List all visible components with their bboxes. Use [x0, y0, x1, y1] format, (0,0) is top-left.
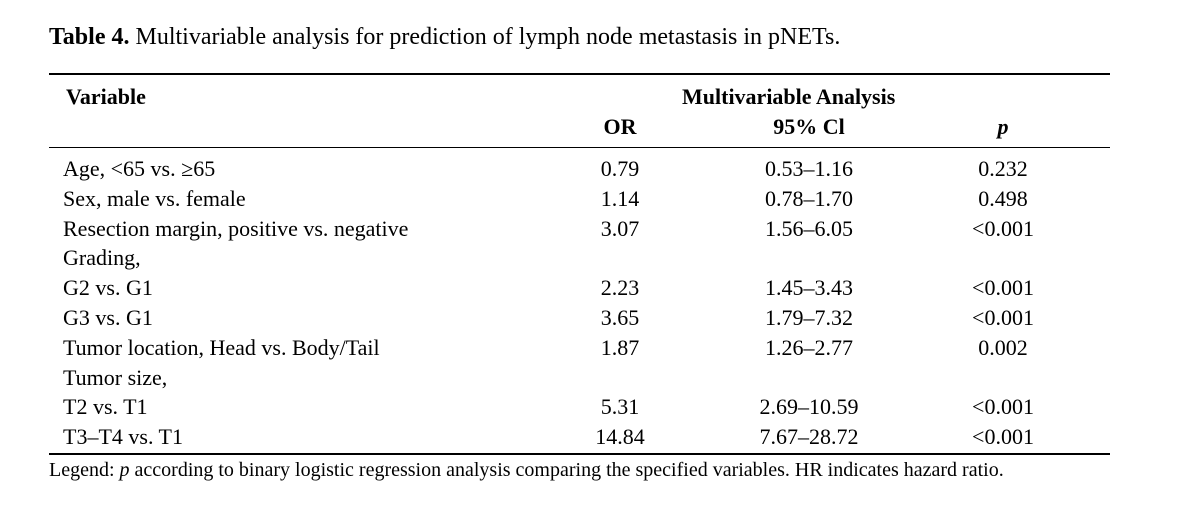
cell-or: 5.31: [600, 394, 640, 420]
cell-variable: Age, <65 vs. ≥65: [63, 156, 216, 181]
cell-p: 0.232: [978, 156, 1028, 181]
legend-text: according to binary logistic regression …: [129, 459, 1004, 481]
cell-or: 14.84: [595, 424, 645, 450]
table-row: Sex, male vs. female 1.14 0.78–1.70 0.49…: [0, 184, 1200, 214]
cell-variable: G2 vs. G1: [63, 275, 153, 301]
table-bottom-rule: [49, 453, 1110, 455]
legend-p-symbol: p: [119, 459, 130, 481]
cell-or: 3.07: [600, 215, 640, 241]
cell-p: <0.001: [972, 394, 1034, 420]
column-header-p: p: [997, 114, 1009, 139]
cell-p: <0.001: [972, 304, 1034, 330]
cell-variable: Tumor location, Head vs. Body/Tail: [63, 334, 380, 360]
cell-or: 0.79: [600, 156, 640, 181]
column-group-header-multivariable: Multivariable Analysis: [682, 84, 896, 109]
cell-ci: 1.56–6.05: [765, 215, 853, 241]
cell-or: 1.14: [600, 185, 640, 211]
cell-p: <0.001: [972, 215, 1034, 241]
cell-variable: T3–T4 vs. T1: [63, 424, 183, 450]
cell-or: 3.65: [600, 304, 640, 330]
table-row: G2 vs. G1 2.23 1.45–3.43 <0.001: [0, 273, 1200, 303]
column-header-ci: 95% Cl: [773, 114, 845, 139]
cell-variable: Grading,: [63, 245, 141, 271]
table-header-rule: [49, 147, 1110, 148]
cell-variable: G3 vs. G1: [63, 304, 153, 330]
column-header-variable: Variable: [66, 84, 146, 109]
cell-variable: T2 vs. T1: [63, 394, 148, 420]
cell-or: 1.87: [600, 334, 640, 360]
cell-or: 2.23: [600, 275, 640, 301]
cell-ci: 2.69–10.59: [759, 394, 859, 420]
table-top-rule: [49, 73, 1110, 75]
cell-p: <0.001: [972, 275, 1034, 301]
table-row: Age, <65 vs. ≥65 0.79 0.53–1.16 0.232: [0, 154, 1200, 184]
cell-ci: 1.79–7.32: [765, 304, 853, 330]
cell-variable: Resection margin, positive vs. negative: [63, 215, 409, 241]
cell-variable: Tumor size,: [63, 364, 168, 390]
cell-p: <0.001: [972, 424, 1034, 450]
cell-ci: 1.26–2.77: [765, 334, 853, 360]
cell-ci: 7.67–28.72: [759, 424, 859, 450]
cell-ci: 0.78–1.70: [765, 185, 853, 211]
table-caption-text: Multivariable analysis for prediction of…: [135, 24, 841, 50]
table-body: Age, <65 vs. ≥65 0.79 0.53–1.16 0.232 Se…: [0, 154, 1200, 452]
cell-ci: 1.45–3.43: [765, 275, 853, 301]
cell-ci: 0.53–1.16: [765, 156, 853, 181]
column-header-or: OR: [603, 114, 637, 139]
table-row-group-heading: Grading,: [0, 243, 1200, 273]
table-row: Resection margin, positive vs. negative …: [0, 214, 1200, 244]
table-row: G3 vs. G1 3.65 1.79–7.32 <0.001: [0, 303, 1200, 333]
cell-p: 0.498: [978, 185, 1028, 211]
table-row: T3–T4 vs. T1 14.84 7.67–28.72 <0.001: [0, 422, 1200, 452]
table-caption-label: Table 4.: [49, 24, 130, 50]
table-row: T2 vs. T1 5.31 2.69–10.59 <0.001: [0, 392, 1200, 422]
table-caption: Table 4. Multivariable analysis for pred…: [49, 24, 840, 51]
table-row-group-heading: Tumor size,: [0, 363, 1200, 393]
table-row: Tumor location, Head vs. Body/Tail 1.87 …: [0, 333, 1200, 363]
legend-prefix: Legend:: [49, 459, 120, 481]
table-legend: Legend: p according to binary logistic r…: [49, 457, 1119, 484]
cell-p: 0.002: [978, 334, 1028, 360]
cell-variable: Sex, male vs. female: [63, 185, 246, 211]
